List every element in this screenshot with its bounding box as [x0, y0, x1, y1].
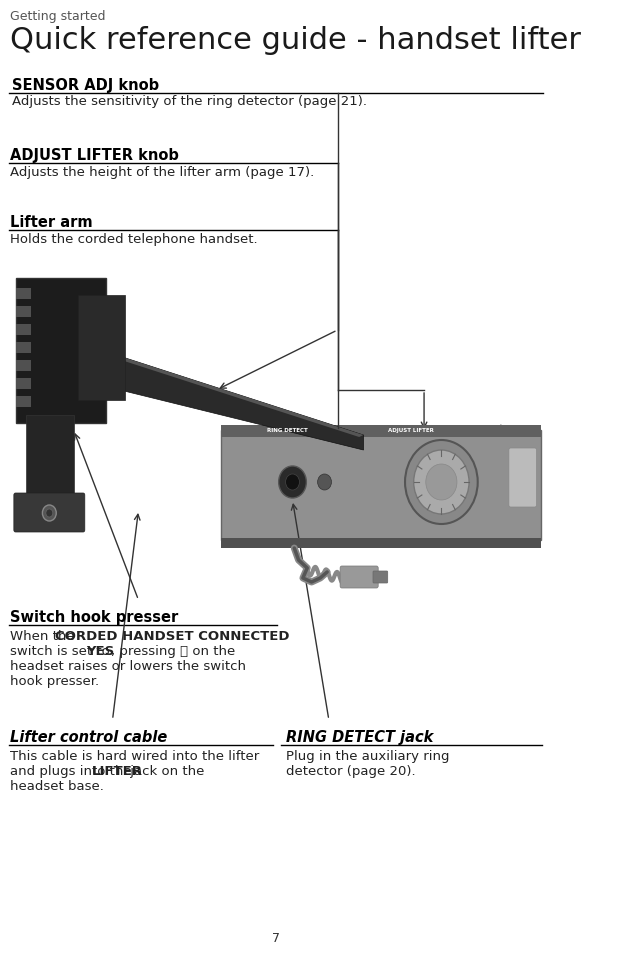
FancyBboxPatch shape: [221, 430, 541, 540]
Text: hook presser.: hook presser.: [10, 675, 100, 688]
FancyBboxPatch shape: [78, 295, 126, 400]
FancyBboxPatch shape: [221, 425, 541, 437]
Text: Switch hook presser: Switch hook presser: [10, 610, 179, 625]
FancyBboxPatch shape: [15, 324, 31, 335]
Text: Getting started: Getting started: [10, 10, 106, 23]
Text: Plug in the auxiliary ring: Plug in the auxiliary ring: [286, 750, 449, 763]
Text: CORDED HANDSET CONNECTED: CORDED HANDSET CONNECTED: [56, 630, 290, 643]
FancyBboxPatch shape: [26, 415, 73, 505]
FancyBboxPatch shape: [15, 396, 31, 407]
FancyBboxPatch shape: [15, 342, 31, 353]
Text: Adjusts the sensitivity of the ring detector (page 21).: Adjusts the sensitivity of the ring dete…: [12, 95, 367, 108]
FancyBboxPatch shape: [15, 288, 31, 299]
Circle shape: [426, 464, 457, 500]
Text: RING DETECT: RING DETECT: [267, 428, 308, 433]
Circle shape: [46, 509, 53, 517]
FancyBboxPatch shape: [340, 566, 378, 588]
Text: When the: When the: [10, 630, 79, 643]
Text: RING DETECT jack: RING DETECT jack: [286, 730, 433, 745]
Text: This cable is hard wired into the lifter: This cable is hard wired into the lifter: [10, 750, 260, 763]
Circle shape: [405, 440, 478, 524]
FancyBboxPatch shape: [15, 306, 31, 317]
FancyBboxPatch shape: [15, 378, 31, 389]
FancyBboxPatch shape: [15, 360, 31, 371]
Text: switch is set to: switch is set to: [10, 645, 114, 658]
Text: headset base.: headset base.: [10, 780, 104, 793]
Text: detector (page 20).: detector (page 20).: [286, 765, 415, 778]
Text: Adjusts the height of the lifter arm (page 17).: Adjusts the height of the lifter arm (pa…: [10, 166, 315, 179]
Polygon shape: [39, 330, 364, 450]
FancyBboxPatch shape: [15, 278, 107, 423]
Text: 7: 7: [272, 932, 280, 945]
Circle shape: [413, 450, 469, 514]
Text: headset raises or lowers the switch: headset raises or lowers the switch: [10, 660, 246, 673]
Text: Lifter arm: Lifter arm: [10, 215, 93, 230]
FancyBboxPatch shape: [221, 538, 541, 548]
Circle shape: [279, 466, 306, 498]
FancyBboxPatch shape: [373, 571, 388, 583]
FancyBboxPatch shape: [14, 493, 85, 532]
Text: , pressing ⏻ on the: , pressing ⏻ on the: [111, 645, 235, 658]
Polygon shape: [34, 330, 364, 437]
Text: LIFTER: LIFTER: [92, 765, 143, 778]
Text: Lifter control cable: Lifter control cable: [10, 730, 168, 745]
Text: jack on the: jack on the: [126, 765, 205, 778]
Text: Holds the corded telephone handset.: Holds the corded telephone handset.: [10, 233, 258, 246]
Text: YES: YES: [87, 645, 115, 658]
Text: and plugs into the: and plugs into the: [10, 765, 137, 778]
Circle shape: [286, 474, 299, 490]
Circle shape: [42, 505, 56, 521]
Text: ADJUST LIFTER: ADJUST LIFTER: [388, 428, 434, 433]
FancyBboxPatch shape: [509, 448, 537, 507]
Circle shape: [318, 474, 332, 490]
Text: SENSOR ADJ knob: SENSOR ADJ knob: [12, 78, 160, 93]
Text: ADJUST LIFTER knob: ADJUST LIFTER knob: [10, 148, 179, 163]
Text: Quick reference guide - handset lifter: Quick reference guide - handset lifter: [10, 26, 581, 55]
